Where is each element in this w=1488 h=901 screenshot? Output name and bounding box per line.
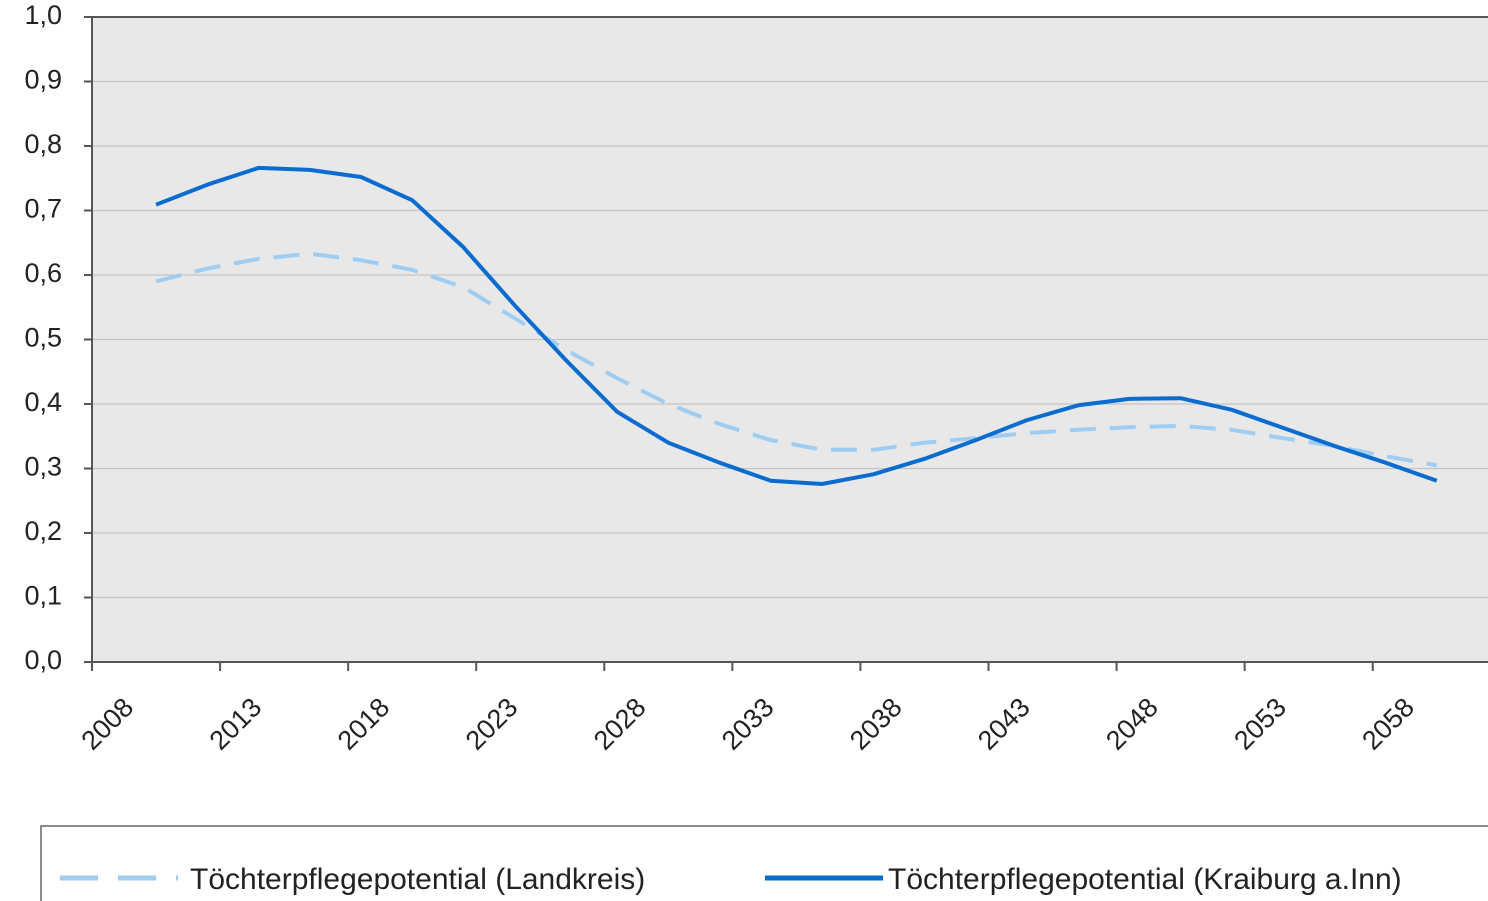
legend-label: Töchterpflegepotential (Kraiburg a.Inn) (888, 863, 1402, 896)
x-tick-label: 2013 (204, 692, 268, 756)
series-line (155, 165, 1438, 486)
series-line (155, 251, 1438, 468)
x-tick-label: 2038 (844, 692, 908, 756)
x-tick-label: 2058 (1356, 692, 1420, 756)
x-tick-label: 2028 (588, 692, 652, 756)
y-tick-label: 0,4 (24, 387, 62, 417)
x-tick-label: 2043 (972, 692, 1036, 756)
legend-box (40, 825, 1488, 901)
x-tick-label: 2048 (1100, 692, 1164, 756)
y-tick-label: 0,2 (24, 516, 62, 546)
y-tick-label: 0,7 (24, 194, 62, 224)
legend-label: Töchterpflegepotential (Landkreis) (190, 863, 645, 896)
y-tick-label: 0,8 (24, 129, 62, 159)
y-tick-label: 0,3 (24, 452, 62, 482)
y-tick-label: 0,1 (24, 581, 62, 611)
y-tick-label: 0,9 (24, 65, 62, 95)
x-tick-label: 2023 (460, 692, 524, 756)
x-tick-label: 2018 (332, 692, 396, 756)
x-tick-label: 2008 (76, 692, 140, 756)
x-tick-label: 2033 (716, 692, 780, 756)
x-tick-label: 2053 (1228, 692, 1292, 756)
y-tick-label: 0,6 (24, 258, 62, 288)
y-tick-label: 0,5 (24, 323, 62, 353)
y-tick-label: 0,0 (24, 645, 62, 675)
y-tick-label: 1,0 (24, 0, 62, 30)
